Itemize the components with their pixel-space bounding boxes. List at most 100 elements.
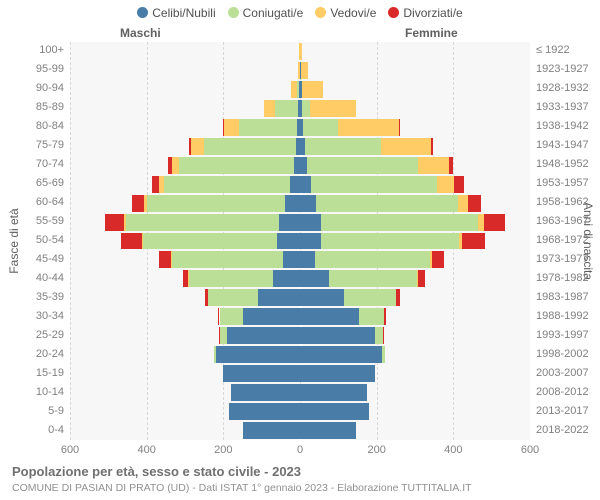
bar-segment-female-coniugati [382,346,384,363]
bar-segment-female-celibi [300,403,369,420]
bar-segment-male-divorziati [152,176,160,193]
bar-segment-female-celibi [300,195,316,212]
birth-year-label: 1938-1942 [536,121,589,132]
bar-segment-female-vedovi [301,62,308,79]
legend: Celibi/Nubili Coniugati/e Vedovi/e Divorzia… [0,6,600,20]
x-tick-label: 600 [61,444,79,456]
age-label: 70-74 [0,159,64,170]
birth-year-label: 1928-1932 [536,83,589,94]
bar-row [70,213,530,232]
birth-year-label: 1953-1957 [536,178,589,189]
bar-segment-female-coniugati [316,195,458,212]
bar-segment-male-vedovi [171,251,172,268]
bar-segment-female-vedovi [437,176,454,193]
x-tick-label: 200 [214,444,232,456]
bar-segment-female-celibi [300,346,382,363]
bar-segment-female-coniugati [302,100,310,117]
bar-segment-male-celibi [243,308,301,325]
age-label: 20-24 [0,349,64,360]
age-label: 95-99 [0,64,64,75]
bar-row [70,137,530,156]
bar-segment-male-celibi [277,233,300,250]
birth-year-label: 1988-1992 [536,311,589,322]
bar-segment-male-vedovi [191,138,204,155]
age-label: 55-59 [0,216,64,227]
birth-year-label: 1933-1937 [536,102,589,113]
bar-segment-female-coniugati [344,289,396,306]
bar-segment-male-celibi [258,289,300,306]
bar-segment-male-celibi [273,270,300,287]
bar-segment-female-celibi [300,365,375,382]
bar-segment-female-vedovi [458,195,468,212]
bar-segment-male-divorziati [189,138,191,155]
bar-segment-male-coniugati [143,233,277,250]
x-tick-label: 600 [521,444,539,456]
bar-segment-male-divorziati [159,251,171,268]
birth-year-label: 1963-1967 [536,216,589,227]
legend-label: Coniugati/e [243,6,304,20]
birth-year-label: 1983-1987 [536,292,589,303]
bar-segment-male-divorziati [132,195,144,212]
legend-label: Celibi/Nubili [152,6,215,20]
bar-segment-female-coniugati [321,214,478,231]
age-label: 100+ [0,45,64,56]
bar-segment-female-divorziati [449,157,454,174]
age-label: 65-69 [0,178,64,189]
birth-year-label: 1923-1927 [536,64,589,75]
age-label: 75-79 [0,140,64,151]
age-label: 80-84 [0,121,64,132]
birth-year-label: 2018-2022 [536,425,589,436]
birth-year-label: 1948-1952 [536,159,589,170]
bar-segment-female-divorziati [384,308,386,325]
bar-segment-female-divorziati [468,195,481,212]
bar-row [70,232,530,251]
bar-row [70,383,530,402]
bar-segment-male-coniugati [214,346,216,363]
legend-swatch [388,7,399,18]
bar-segment-female-coniugati [307,157,418,174]
bar-segment-female-vedovi [300,43,302,60]
legend-item: Vedovi/e [315,6,376,20]
bar-segment-male-vedovi [142,233,143,250]
birth-year-label: 1958-1962 [536,197,589,208]
bar-segment-male-coniugati [297,81,299,98]
bar-segment-male-coniugati [172,251,283,268]
bar-row [70,175,530,194]
bar-row [70,99,530,118]
birth-year-label: 1968-1972 [536,235,589,246]
legend-swatch [137,7,148,18]
age-label: 30-34 [0,311,64,322]
bar-segment-female-coniugati [305,138,382,155]
bar-segment-male-vedovi [291,81,297,98]
bar-segment-female-coniugati [321,233,459,250]
age-label: 35-39 [0,292,64,303]
bar-segment-male-coniugati [220,308,243,325]
x-tick-label: 400 [137,444,155,456]
age-label: 5-9 [0,406,64,417]
bar-segment-male-coniugati [189,270,273,287]
bar-segment-female-vedovi [310,100,356,117]
bar-segment-male-coniugati [204,138,296,155]
birth-year-label: 1993-1997 [536,330,589,341]
age-label: 90-94 [0,83,64,94]
bar-segment-female-celibi [300,157,307,174]
legend-swatch [315,7,326,18]
bar-row [70,326,530,345]
legend-label: Divorziati/e [403,6,462,20]
bar-segment-male-celibi [231,384,300,401]
bar-segment-female-divorziati [418,270,425,287]
bar-segment-female-divorziati [399,119,400,136]
bar-segment-male-divorziati [223,119,224,136]
bar-segment-female-celibi [300,270,329,287]
bar-row [70,250,530,269]
age-label: 50-54 [0,235,64,246]
bar-segment-female-divorziati [462,233,485,250]
legend-item: Celibi/Nubili [137,6,215,20]
bar-segment-female-celibi [300,384,367,401]
birth-year-label: 1998-2002 [536,349,589,360]
legend-swatch [228,7,239,18]
bar-segment-male-coniugati [220,327,228,344]
age-label: 15-19 [0,368,64,379]
bar-segment-male-celibi [229,403,300,420]
bar-segment-male-vedovi [224,119,239,136]
